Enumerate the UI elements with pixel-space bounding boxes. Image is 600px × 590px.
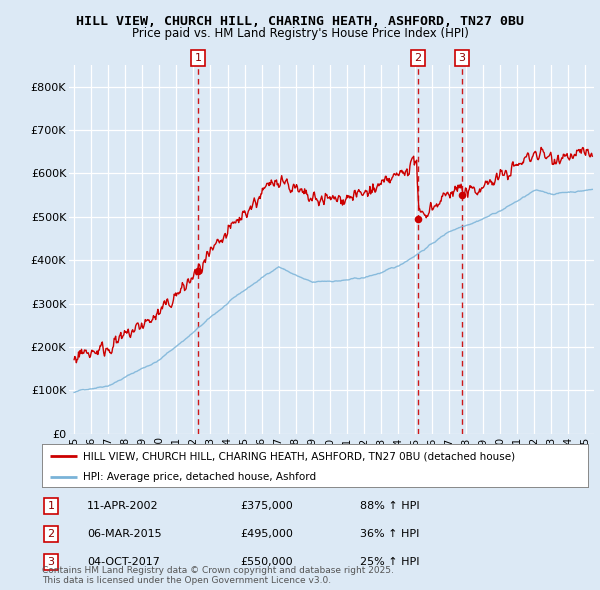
Text: 88% ↑ HPI: 88% ↑ HPI [360,501,419,510]
Text: Price paid vs. HM Land Registry's House Price Index (HPI): Price paid vs. HM Land Registry's House … [131,27,469,40]
Text: 2: 2 [47,529,55,539]
Text: 2: 2 [415,53,421,63]
Text: HILL VIEW, CHURCH HILL, CHARING HEATH, ASHFORD, TN27 0BU (detached house): HILL VIEW, CHURCH HILL, CHARING HEATH, A… [83,451,515,461]
Point [413,214,423,224]
Point [193,266,203,276]
Text: Contains HM Land Registry data © Crown copyright and database right 2025.
This d: Contains HM Land Registry data © Crown c… [42,566,394,585]
Text: 06-MAR-2015: 06-MAR-2015 [87,529,161,539]
Text: 1: 1 [47,501,55,510]
Point [457,191,467,200]
Text: 1: 1 [195,53,202,63]
Text: HILL VIEW, CHURCH HILL, CHARING HEATH, ASHFORD, TN27 0BU: HILL VIEW, CHURCH HILL, CHARING HEATH, A… [76,15,524,28]
Text: 3: 3 [458,53,466,63]
Text: 36% ↑ HPI: 36% ↑ HPI [360,529,419,539]
Text: £495,000: £495,000 [240,529,293,539]
Text: 3: 3 [47,558,55,567]
Text: HPI: Average price, detached house, Ashford: HPI: Average price, detached house, Ashf… [83,473,316,483]
Text: £375,000: £375,000 [240,501,293,510]
Text: £550,000: £550,000 [240,558,293,567]
Text: 04-OCT-2017: 04-OCT-2017 [87,558,160,567]
Text: 11-APR-2002: 11-APR-2002 [87,501,158,510]
Text: 25% ↑ HPI: 25% ↑ HPI [360,558,419,567]
